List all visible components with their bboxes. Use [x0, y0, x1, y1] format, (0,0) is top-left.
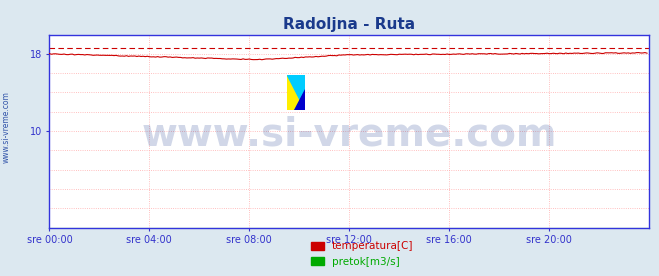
- Polygon shape: [294, 89, 305, 110]
- Title: Radoljna - Ruta: Radoljna - Ruta: [283, 17, 415, 32]
- Text: www.si-vreme.com: www.si-vreme.com: [142, 116, 557, 154]
- Polygon shape: [287, 75, 305, 110]
- Text: www.si-vreme.com: www.si-vreme.com: [2, 91, 11, 163]
- Legend: temperatura[C], pretok[m3/s]: temperatura[C], pretok[m3/s]: [307, 237, 418, 271]
- Polygon shape: [287, 75, 305, 110]
